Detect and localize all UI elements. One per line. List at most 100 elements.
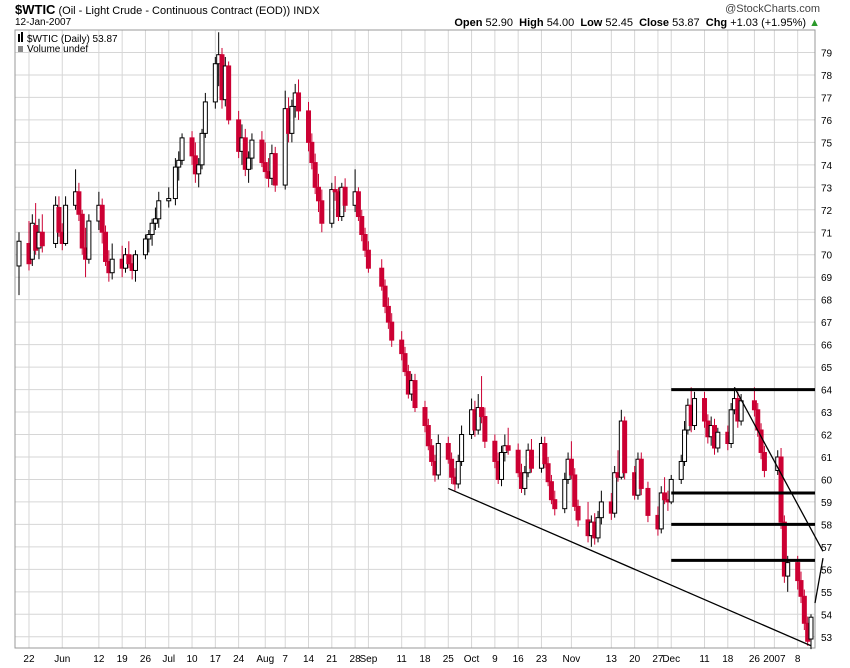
candle-body <box>751 400 757 411</box>
candle-body <box>808 616 814 640</box>
low-value: 52.45 <box>605 17 633 29</box>
candle-body <box>272 153 278 186</box>
high-label: High <box>519 17 544 29</box>
candle-body <box>612 472 618 514</box>
candle-body <box>598 501 604 519</box>
candle-body <box>289 105 295 134</box>
x-tick-label: 14 <box>303 654 315 665</box>
y-tick-label: 66 <box>821 341 833 352</box>
candle-legend-icon-2 <box>21 32 23 42</box>
x-tick-label: 28 <box>350 654 362 665</box>
x-tick-label: Sep <box>360 654 378 665</box>
candle-body <box>499 451 505 480</box>
x-tick-label: 17 <box>210 654 222 665</box>
candle-body <box>199 132 205 166</box>
x-tick-label: Nov <box>563 654 581 665</box>
candle-body <box>99 204 105 233</box>
candle-body <box>662 492 668 501</box>
x-tick-label: 11 <box>396 654 407 665</box>
candle-body <box>259 139 265 164</box>
x-tick-label: 18 <box>722 654 734 665</box>
candle-body <box>149 222 155 236</box>
x-tick-label: Dec <box>662 654 680 665</box>
candle-body <box>306 110 312 143</box>
candle-body <box>309 141 315 164</box>
x-tick-label: Jul <box>162 654 175 665</box>
candle-body <box>645 487 651 516</box>
candle-body <box>425 425 431 447</box>
y-tick-label: 62 <box>821 431 833 442</box>
chg-value: +1.03 (+1.95%) <box>730 17 807 29</box>
candle-body <box>429 445 435 462</box>
brand-label[interactable]: @StockCharts.com <box>725 3 820 15</box>
candle-body <box>435 442 441 476</box>
candle-body <box>146 234 152 240</box>
y-tick-label: 63 <box>821 408 833 419</box>
candle-body <box>226 65 232 121</box>
x-tick-label: 11 <box>699 654 710 665</box>
candle-body <box>761 451 767 471</box>
x-tick-label: 19 <box>117 654 129 665</box>
y-tick-label: 79 <box>821 48 833 59</box>
y-tick-label: 69 <box>821 273 833 284</box>
candle-body <box>692 398 698 427</box>
y-tick-label: 57 <box>821 543 833 554</box>
y-tick-label: 71 <box>821 228 833 239</box>
candle-body <box>16 240 22 267</box>
candle-body <box>362 234 368 251</box>
candle-body <box>342 186 348 206</box>
y-tick-label: 55 <box>821 588 833 599</box>
candle-body <box>778 456 784 523</box>
chart-date: 12-Jan-2007 <box>15 17 72 28</box>
candle-body <box>528 449 534 469</box>
candle-body <box>715 431 721 449</box>
y-tick-label: 58 <box>821 520 833 531</box>
candle-body <box>385 305 391 323</box>
candle-body <box>355 191 361 218</box>
candle-body <box>562 478 568 510</box>
candle-body <box>315 186 321 202</box>
plot-frame <box>14 29 816 649</box>
candle-body <box>86 220 92 260</box>
candle-body <box>575 505 581 521</box>
candle-body <box>56 207 62 233</box>
candle-body <box>172 166 178 200</box>
x-tick-label: 25 <box>443 654 455 665</box>
candle-body <box>682 429 688 462</box>
x-tick-label: 20 <box>629 654 641 665</box>
candle-body <box>176 159 182 168</box>
candle-body <box>319 200 325 224</box>
x-tick-label: 24 <box>233 654 245 665</box>
candle-body <box>515 449 521 474</box>
candle-body <box>332 189 338 193</box>
up-arrow-icon: ▲ <box>809 17 820 29</box>
legend-price: $WTIC (Daily) 53.87 <box>27 34 118 45</box>
open-value: 52.90 <box>485 17 514 29</box>
x-tick-label: 7 <box>282 654 288 665</box>
trend-line <box>733 387 824 552</box>
candle-body <box>552 499 558 510</box>
x-tick-label: 21 <box>326 654 338 665</box>
x-tick-label: Aug <box>256 654 274 665</box>
candle-body <box>103 231 109 262</box>
candles <box>16 32 814 650</box>
annotations <box>448 387 824 647</box>
candle-body <box>156 200 162 220</box>
candle-body <box>548 481 554 501</box>
candle-body <box>365 249 371 269</box>
candle-body <box>658 492 664 530</box>
x-tick-label: Jun <box>54 654 70 665</box>
candle-body <box>249 139 255 159</box>
candle-body <box>282 108 288 186</box>
candle-body <box>702 398 708 422</box>
candle-body <box>246 157 252 170</box>
volume-legend-icon <box>18 46 23 52</box>
candle-body <box>132 254 138 271</box>
chg-label: Chg <box>705 17 728 29</box>
candle-body <box>79 213 85 249</box>
candle-body <box>738 400 744 422</box>
candle-body <box>76 191 82 215</box>
chart-exchange: INDX <box>293 5 320 17</box>
